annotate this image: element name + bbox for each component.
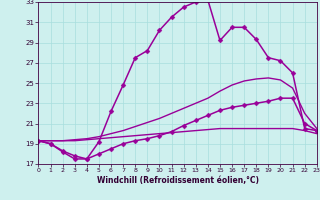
X-axis label: Windchill (Refroidissement éolien,°C): Windchill (Refroidissement éolien,°C) [97, 176, 259, 185]
